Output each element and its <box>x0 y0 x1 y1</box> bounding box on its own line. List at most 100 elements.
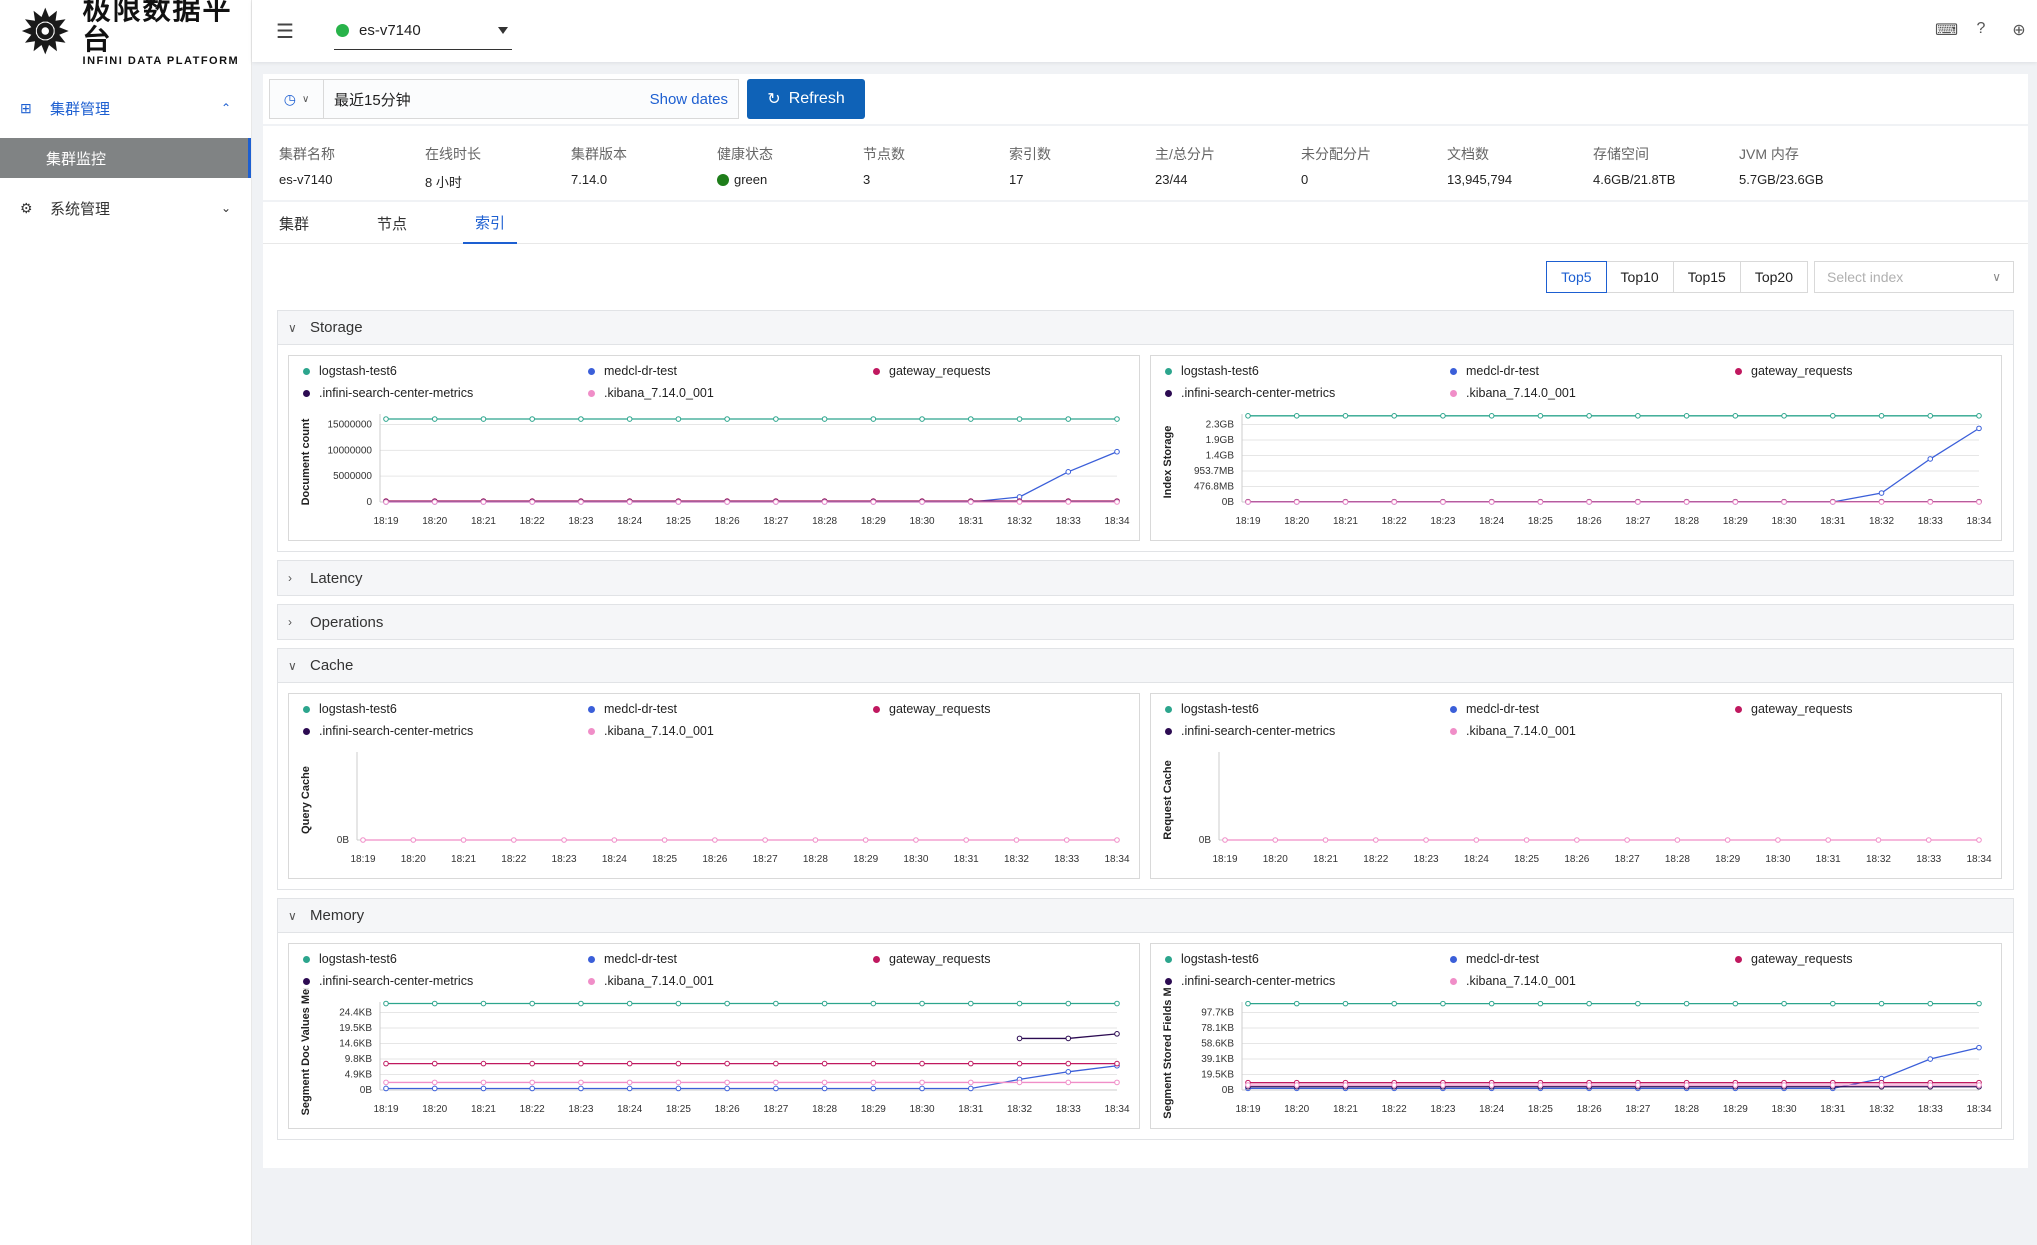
legend-item[interactable]: logstash-test6 <box>1165 364 1450 378</box>
legend-item[interactable]: gateway_requests <box>1735 952 2015 966</box>
legend-item[interactable]: logstash-test6 <box>303 952 588 966</box>
nav-item-cluster-monitor[interactable]: 集群监控 <box>0 138 251 178</box>
x-tick-label: 18:34 <box>1966 1104 1991 1115</box>
data-point <box>821 1079 828 1086</box>
legend-label: medcl-dr-test <box>1466 702 1539 716</box>
data-point <box>1732 412 1739 419</box>
data-point <box>1635 412 1641 419</box>
legend-item[interactable]: medcl-dr-test <box>588 952 873 966</box>
globe-icon[interactable]: ⊕ <box>2012 22 2026 39</box>
legend-item[interactable]: medcl-dr-test <box>1450 364 1735 378</box>
time-range-value[interactable]: 最近15分钟 <box>334 91 411 109</box>
console-icon[interactable]: ⌨ <box>1935 22 1959 39</box>
y-tick-label: 19.5KB <box>1201 1070 1234 1081</box>
y-tick-label: 2.3GB <box>1206 420 1235 431</box>
data-point <box>1537 1082 1544 1088</box>
nav-group-cluster-management[interactable]: ⊞ 集群管理 ⌃ <box>0 78 251 138</box>
x-tick-label: 18:29 <box>861 516 886 527</box>
section-header[interactable]: ∨ Memory <box>278 899 2013 933</box>
section-header[interactable]: ∨ Storage <box>278 311 2013 345</box>
legend-item[interactable]: gateway_requests <box>873 702 1153 716</box>
refresh-icon: ↻ <box>767 91 781 108</box>
top-option-button[interactable]: Top20 <box>1739 261 1808 293</box>
data-point <box>919 416 925 422</box>
series-line <box>386 451 1118 503</box>
legend-item[interactable]: .kibana_7.14.0_001 <box>588 724 873 738</box>
x-tick-label: 18:30 <box>1772 516 1797 527</box>
legend-item[interactable]: .kibana_7.14.0_001 <box>1450 974 1735 988</box>
data-point <box>460 837 467 843</box>
legend-item[interactable]: .infini-search-center-metrics <box>1165 724 1450 738</box>
legend-item[interactable]: gateway_requests <box>1735 702 2015 716</box>
legend-item[interactable]: .kibana_7.14.0_001 <box>588 386 873 400</box>
data-point <box>1878 1082 1885 1088</box>
nav-group-system-management[interactable]: ⚙ 系统管理 ⌄ <box>0 178 251 238</box>
data-point <box>1976 1000 1982 1007</box>
data-point <box>431 416 438 422</box>
quick-select-button[interactable]: ◷ ∨ <box>270 80 324 118</box>
x-tick-label: 18:31 <box>1820 1104 1845 1115</box>
section-header[interactable]: › Latency <box>278 561 2013 595</box>
help-icon[interactable]: ? <box>1976 20 1986 37</box>
data-point <box>1245 499 1251 505</box>
legend-item[interactable]: logstash-test6 <box>303 364 588 378</box>
date-picker[interactable]: ◷ ∨ 最近15分钟 Show dates <box>269 79 739 119</box>
legend-item[interactable]: medcl-dr-test <box>1450 952 1735 966</box>
legend-item[interactable]: .infini-search-center-metrics <box>1165 386 1450 400</box>
data-point <box>675 1060 682 1067</box>
legend-item[interactable]: logstash-test6 <box>1165 952 1450 966</box>
legend-item[interactable]: .infini-search-center-metrics <box>303 974 588 988</box>
legend-item[interactable]: medcl-dr-test <box>588 364 873 378</box>
cluster-select[interactable]: es-v7140 <box>334 12 512 50</box>
legend-item[interactable]: gateway_requests <box>1735 364 2015 378</box>
summary-label: 集群版本 <box>571 146 627 162</box>
legend-item[interactable]: logstash-test6 <box>1165 702 1450 716</box>
legend-item[interactable]: .infini-search-center-metrics <box>303 724 588 738</box>
top-option-button[interactable]: Top15 <box>1672 261 1741 293</box>
data-point <box>675 499 682 505</box>
data-point <box>1976 412 1982 419</box>
legend-item[interactable]: gateway_requests <box>873 952 1153 966</box>
y-axis-label: Document count <box>300 418 312 505</box>
index-select[interactable]: Select index ∨ <box>1814 261 2014 293</box>
top-option-button[interactable]: Top5 <box>1546 261 1607 293</box>
legend-dot <box>873 705 880 713</box>
legend-item[interactable]: logstash-test6 <box>303 702 588 716</box>
tab-2[interactable]: 索引 <box>463 202 518 244</box>
x-tick-label: 18:20 <box>1263 854 1288 865</box>
section-header[interactable]: › Operations <box>278 605 2013 639</box>
logo[interactable]: 极限数据平台 INFINI DATA PLATFORM <box>0 0 251 67</box>
x-tick-label: 18:23 <box>568 516 593 527</box>
data-point <box>919 1079 925 1086</box>
summary-item: 索引数 17 <box>1009 144 1155 200</box>
legend-item[interactable]: .kibana_7.14.0_001 <box>1450 724 1735 738</box>
x-tick-label: 18:28 <box>1665 854 1690 865</box>
legend-item[interactable]: .kibana_7.14.0_001 <box>1450 386 1735 400</box>
tab-0[interactable]: 集群 <box>279 215 310 233</box>
data-point <box>821 1000 828 1007</box>
menu-fold-icon[interactable]: ☰ <box>276 20 294 43</box>
line-chart: Segment Stored Fields Me 97.7KB 78.1KB 58.6… <box>1162 988 1992 1119</box>
legend-item[interactable]: gateway_requests <box>873 364 1153 378</box>
legend-item[interactable]: medcl-dr-test <box>588 702 873 716</box>
x-tick-label: 18:24 <box>1479 1104 1504 1115</box>
x-tick-label: 18:19 <box>373 516 398 527</box>
summary-label: JVM 内存 <box>1739 146 1799 162</box>
section-header[interactable]: ∨ Cache <box>278 649 2013 683</box>
legend-item[interactable]: .infini-search-center-metrics <box>1165 974 1450 988</box>
refresh-button[interactable]: ↻ Refresh <box>747 79 865 119</box>
show-dates-link[interactable]: Show dates <box>649 90 728 108</box>
top-option-button[interactable]: Top10 <box>1605 261 1674 293</box>
data-point <box>1683 499 1690 505</box>
legend-item[interactable]: .infini-search-center-metrics <box>303 386 588 400</box>
data-point <box>626 1000 633 1007</box>
legend-label: medcl-dr-test <box>604 952 677 966</box>
data-point <box>812 837 819 843</box>
data-point <box>529 1060 535 1067</box>
data-point <box>1927 456 1934 462</box>
legend-item[interactable]: .kibana_7.14.0_001 <box>588 974 873 988</box>
summary-label: 集群名称 <box>279 146 335 162</box>
line-chart: Segment Doc Values Mer 24.4KB 19.5KB 14.6KB… <box>300 988 1130 1115</box>
tab-1[interactable]: 节点 <box>377 215 408 233</box>
legend-item[interactable]: medcl-dr-test <box>1450 702 1735 716</box>
